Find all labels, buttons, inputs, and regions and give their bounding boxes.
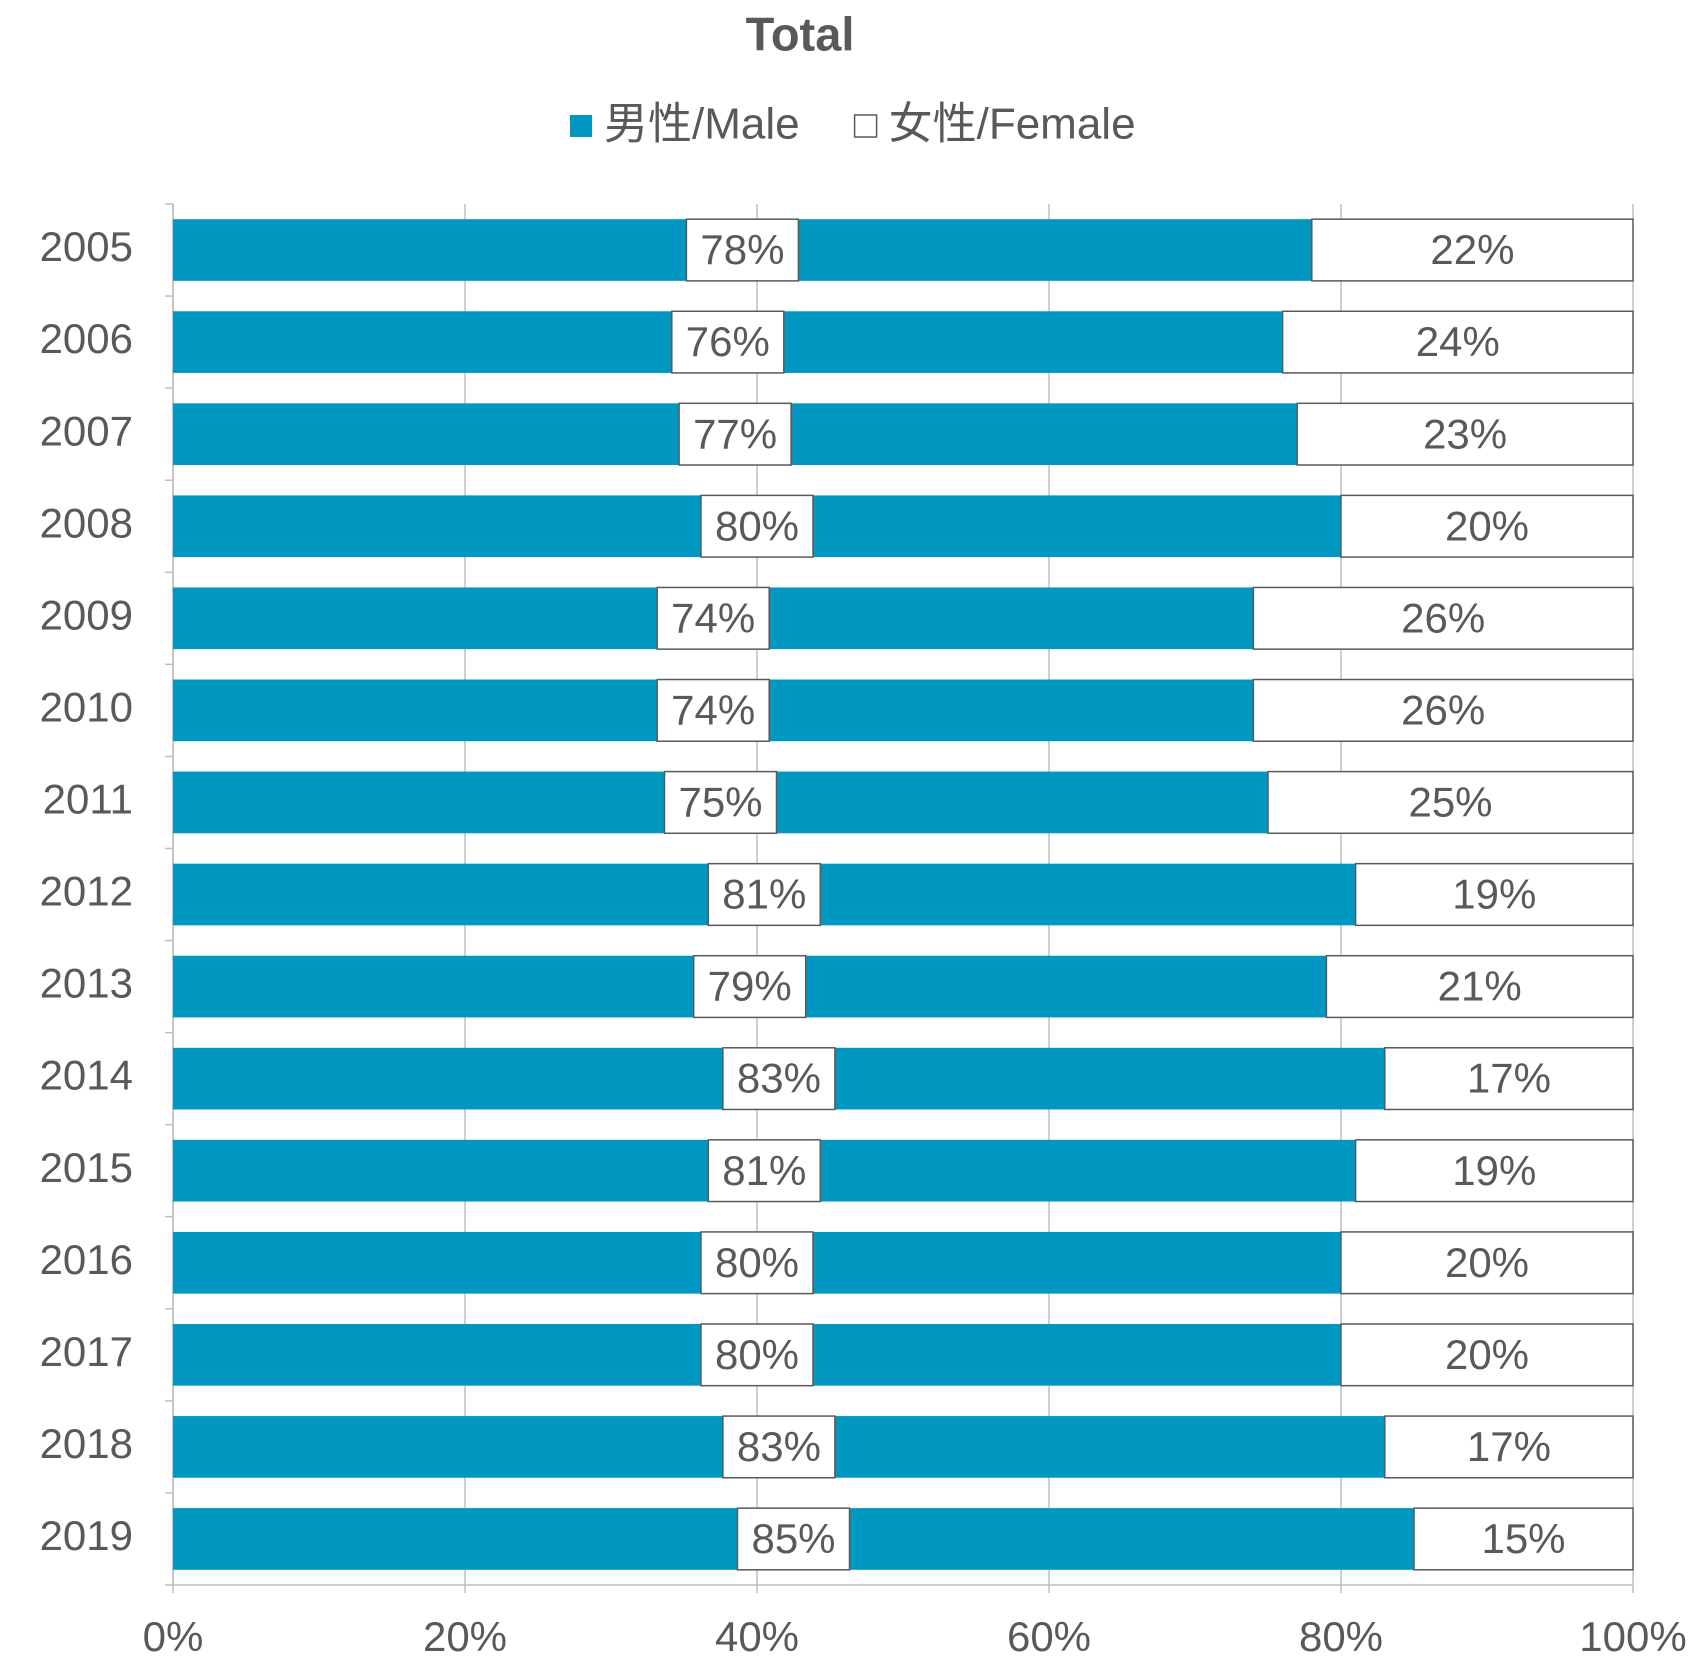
data-label: 15% <box>1481 1515 1565 1562</box>
chart-title: Total <box>746 7 855 60</box>
data-label: 81% <box>722 871 806 918</box>
x-tick-label: 60% <box>1007 1613 1091 1660</box>
y-tick-label: 2018 <box>40 1420 133 1467</box>
data-label-box <box>671 310 785 374</box>
legend-swatch <box>853 114 878 138</box>
data-label-box <box>700 1231 814 1295</box>
bar <box>1340 494 1634 558</box>
data-label-box <box>663 770 778 835</box>
y-tick-label: 2016 <box>40 1236 133 1283</box>
bar <box>1311 218 1634 282</box>
y-tick-label: 2014 <box>40 1052 133 1099</box>
data-label-box <box>722 1047 836 1111</box>
legend-swatch <box>570 115 592 137</box>
data-label-box <box>656 586 770 650</box>
data-label: 19% <box>1452 1147 1536 1194</box>
data-label-box <box>722 1415 836 1479</box>
y-tick-label: 2013 <box>40 960 133 1007</box>
data-label: 81% <box>722 1147 806 1194</box>
data-label: 22% <box>1430 226 1514 273</box>
data-label-box <box>656 678 770 742</box>
y-tick-label: 2005 <box>40 223 133 270</box>
bar <box>1325 954 1634 1019</box>
data-label: 80% <box>715 1239 799 1286</box>
x-tick-label: 100% <box>1579 1613 1686 1660</box>
data-label: 17% <box>1467 1055 1551 1102</box>
legend-label: 男性/Male <box>604 100 800 149</box>
y-tick-label: 2011 <box>43 776 133 823</box>
y-tick-label: 2012 <box>40 868 133 915</box>
data-label: 20% <box>1445 1331 1529 1378</box>
y-tick-label: 2015 <box>40 1144 133 1191</box>
data-label: 76% <box>686 318 770 365</box>
data-label: 80% <box>715 1331 799 1378</box>
bar <box>1384 1047 1634 1111</box>
data-label-box <box>707 862 822 927</box>
bar <box>1384 1415 1634 1479</box>
data-label: 79% <box>708 963 792 1010</box>
data-label-box <box>692 954 807 1019</box>
data-label: 77% <box>693 410 777 457</box>
data-label: 17% <box>1467 1423 1551 1470</box>
bar <box>1252 586 1634 650</box>
bar <box>1296 402 1634 466</box>
data-label: 83% <box>737 1055 821 1102</box>
data-label: 20% <box>1445 1239 1529 1286</box>
data-label-box <box>707 1139 822 1203</box>
data-label: 74% <box>671 686 755 733</box>
data-label: 25% <box>1408 779 1492 826</box>
y-tick-label: 2009 <box>40 591 133 638</box>
data-label: 83% <box>737 1423 821 1470</box>
data-label: 24% <box>1416 318 1500 365</box>
y-tick-label: 2019 <box>40 1512 133 1559</box>
data-label-box <box>685 218 800 282</box>
y-tick-label: 2010 <box>40 683 133 730</box>
data-label: 26% <box>1401 686 1485 733</box>
data-label: 75% <box>678 779 762 826</box>
data-label: 21% <box>1438 963 1522 1010</box>
x-tick-label: 40% <box>715 1613 799 1660</box>
bar <box>1413 1507 1634 1571</box>
bar <box>1354 862 1634 927</box>
data-label: 78% <box>700 226 784 273</box>
x-tick-label: 80% <box>1299 1613 1383 1660</box>
y-tick-label: 2007 <box>40 407 133 454</box>
bar <box>1340 1323 1634 1387</box>
data-label: 80% <box>715 502 799 549</box>
data-label: 20% <box>1445 502 1529 549</box>
bar <box>1340 1231 1634 1295</box>
data-label: 85% <box>751 1515 835 1562</box>
bar <box>1354 1139 1634 1203</box>
x-tick-label: 20% <box>423 1613 507 1660</box>
y-tick-label: 2008 <box>40 499 133 546</box>
bar <box>1252 678 1634 742</box>
bar <box>1281 310 1634 374</box>
data-label-box <box>736 1507 851 1571</box>
y-tick-label: 2017 <box>40 1328 133 1375</box>
data-label: 23% <box>1423 410 1507 457</box>
x-tick-label: 0% <box>143 1613 204 1660</box>
data-label-box <box>678 402 792 466</box>
bar <box>1267 770 1634 835</box>
data-label-box <box>700 494 814 558</box>
data-label: 26% <box>1401 594 1485 641</box>
data-label-box <box>700 1323 814 1387</box>
data-label: 19% <box>1452 871 1536 918</box>
y-tick-label: 2006 <box>40 315 133 362</box>
legend-label: 女性/Female <box>889 100 1136 149</box>
data-label: 74% <box>671 594 755 641</box>
